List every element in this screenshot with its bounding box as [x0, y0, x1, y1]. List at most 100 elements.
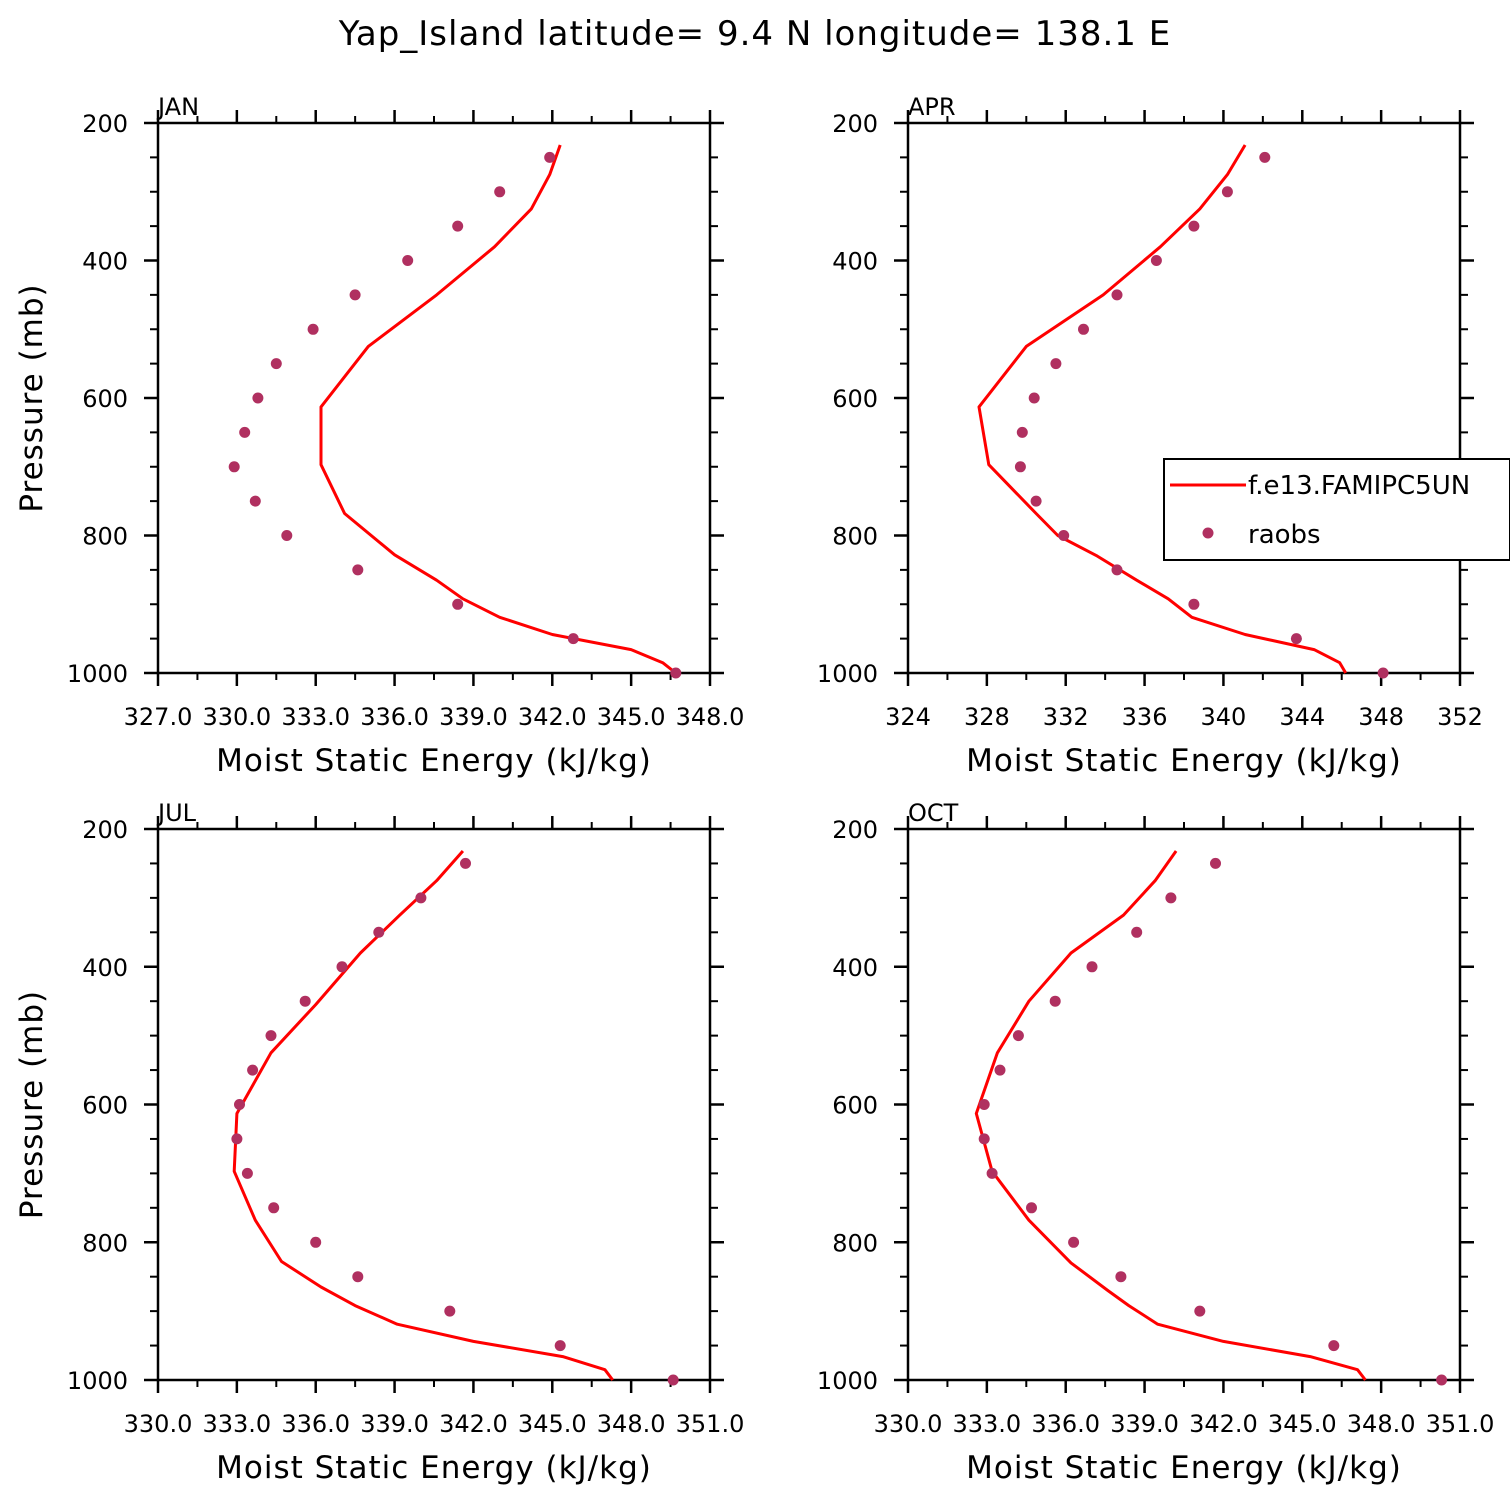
plot-frame	[906, 827, 1462, 1382]
panel-label: JUL	[156, 799, 197, 827]
obs-point	[352, 1271, 364, 1283]
x-tick-label: 348.0	[1347, 1410, 1416, 1438]
x-tick-label: 330.0	[124, 1410, 193, 1438]
obs-point	[281, 530, 293, 541]
x-tick-label: 327.0	[124, 703, 193, 731]
x-axis-title: Moist Static Energy (kJ/kg)	[216, 743, 652, 779]
obs-point	[1150, 255, 1162, 266]
obs-point	[268, 1202, 280, 1214]
obs-point	[1115, 1271, 1127, 1283]
obs-point	[1058, 530, 1070, 541]
x-tick-label: 345.0	[597, 703, 666, 731]
x-tick-label: 345.0	[1268, 1410, 1337, 1438]
x-tick-label: 328	[964, 703, 1010, 731]
x-tick-label: 336.0	[281, 1410, 350, 1438]
legend-obs-swatch	[1202, 527, 1214, 539]
obs-point	[452, 598, 464, 610]
obs-point	[310, 1236, 322, 1248]
x-tick-label: 333.0	[202, 1410, 271, 1438]
obs-point	[1028, 392, 1040, 404]
obs-point	[1016, 426, 1028, 438]
obs-point	[1068, 1236, 1080, 1248]
panel-jul: JUL 330.0 333.0 336.0 339.0 342.0 345.0 348.0 35…	[14, 799, 744, 1486]
obs-point	[352, 564, 364, 576]
y-tick-label: 1000	[817, 1367, 878, 1395]
obs-point	[494, 186, 506, 198]
panel-oct: OCT 330.0 333.0 336.0 339.0 342.0 345.0 348.0 35…	[817, 799, 1494, 1486]
obs-point	[544, 151, 556, 163]
obs-point	[234, 1099, 245, 1110]
y-axis-title: Pressure (mb)	[14, 990, 50, 1219]
series-line-model	[319, 144, 677, 675]
obs-point	[1026, 1202, 1037, 1214]
plot-frame	[156, 121, 712, 675]
panels: JAN 327.0 330.0 333.0 336.0 339.0 342.0 345.0 34…	[14, 93, 1510, 1486]
obs-point	[1194, 1305, 1206, 1317]
legend-box	[1163, 458, 1510, 561]
obs-point	[307, 323, 319, 335]
obs-point	[252, 392, 264, 404]
y-tick-label: 600	[82, 385, 128, 413]
x-tick-label: 351.0	[1426, 1410, 1495, 1438]
panel-apr: APR 324 328 332 336 340 344 348 352 200 400 600 800 1…	[817, 93, 1510, 779]
x-tick-label: 333.0	[952, 1410, 1021, 1438]
obs-point	[460, 857, 471, 869]
x-tick-label: 348	[1358, 703, 1404, 731]
obs-point	[231, 1133, 243, 1145]
x-tick-label: 352	[1437, 703, 1483, 731]
x-tick-label: 330.0	[874, 1410, 943, 1438]
y-tick-label: 800	[82, 523, 128, 551]
obs-point	[554, 1340, 566, 1352]
obs-point	[1436, 1374, 1448, 1386]
panel-label: JAN	[156, 93, 199, 121]
obs-point	[349, 289, 361, 301]
obs-point	[270, 358, 282, 370]
x-tick-label: 340	[1201, 703, 1247, 731]
obs-point	[1111, 564, 1123, 576]
obs-point	[978, 1133, 990, 1145]
obs-point	[667, 1374, 679, 1386]
y-tick-label: 200	[832, 110, 878, 138]
x-tick-label: 332	[1043, 703, 1089, 731]
obs-point	[978, 1099, 990, 1110]
obs-point	[994, 1064, 1006, 1076]
y-tick-label: 600	[82, 1092, 128, 1120]
y-tick-label: 1000	[67, 1367, 128, 1395]
obs-point	[241, 1167, 253, 1179]
obs-point	[1078, 323, 1089, 335]
figure-title: Yap_Island latitude= 9.4 N longitude= 13…	[338, 14, 1171, 54]
obs-point	[567, 633, 579, 645]
x-tick-label: 339.0	[1110, 1410, 1179, 1438]
obs-point	[1030, 495, 1042, 507]
x-tick-label: 336.0	[360, 703, 429, 731]
x-tick-label: 348.0	[676, 703, 745, 731]
obs-point	[239, 426, 251, 438]
panel-jan: JAN 327.0 330.0 333.0 336.0 339.0 342.0 345.0 34…	[14, 93, 744, 779]
x-tick-label: 339.0	[439, 703, 508, 731]
obs-point	[986, 1167, 998, 1179]
series-line-model	[232, 850, 614, 1381]
obs-point	[373, 926, 385, 938]
panel-label: OCT	[908, 799, 959, 827]
x-axis-title: Moist Static Energy (kJ/kg)	[966, 743, 1402, 779]
obs-point	[415, 892, 427, 904]
y-tick-label: 400	[832, 954, 878, 982]
x-tick-label: 324	[885, 703, 931, 731]
y-tick-label: 400	[82, 954, 128, 982]
plot-frame	[906, 121, 1462, 675]
y-tick-label: 600	[832, 385, 878, 413]
obs-point	[1259, 151, 1271, 163]
x-tick-label: 345.0	[518, 1410, 587, 1438]
y-tick-label: 800	[82, 1229, 128, 1257]
legend: f.e13.FAMIPC5UN raobs	[1163, 458, 1510, 561]
x-tick-label: 333.0	[281, 703, 350, 731]
x-tick-label: 336.0	[1031, 1410, 1100, 1438]
obs-point	[1111, 289, 1123, 301]
y-tick-label: 800	[832, 523, 878, 551]
y-tick-label: 400	[82, 248, 128, 276]
legend-obs-label: raobs	[1248, 520, 1321, 550]
obs-point	[1014, 461, 1026, 473]
obs-point	[1050, 358, 1062, 370]
legend-model-label: f.e13.FAMIPC5UN	[1248, 471, 1470, 501]
